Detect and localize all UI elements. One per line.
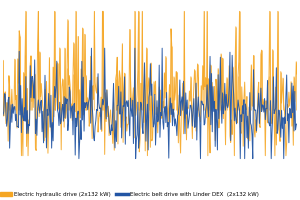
Legend: Electric hydraulic drive (2x132 kW), Electric belt drive with Linder DEX  (2x132: Electric hydraulic drive (2x132 kW), Ele… [0,192,259,197]
